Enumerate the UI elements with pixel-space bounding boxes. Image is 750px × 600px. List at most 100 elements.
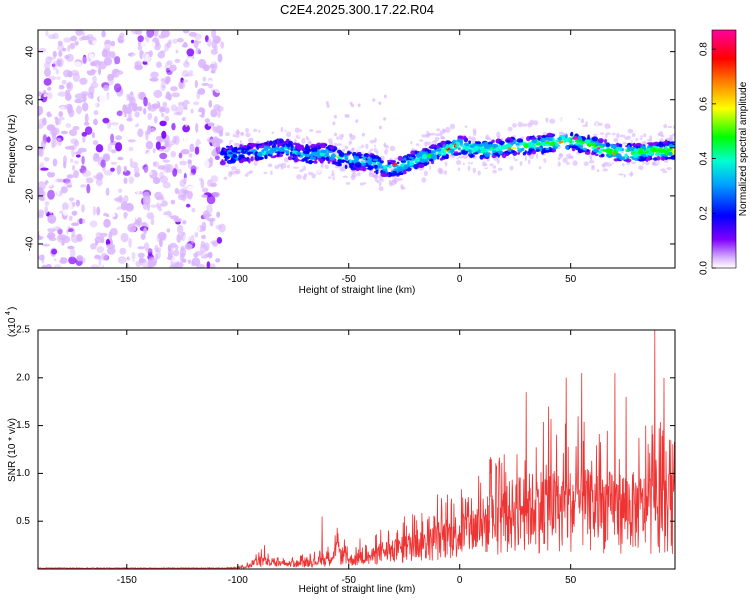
signal-halo-blob — [323, 136, 328, 141]
noise-blob — [198, 58, 207, 69]
noise-blob — [132, 116, 138, 126]
noise-blob — [177, 168, 183, 174]
signal-core-blob — [442, 144, 446, 148]
signal-halo-blob — [230, 140, 236, 144]
signal-core-blob — [305, 143, 309, 150]
noise-blob — [84, 113, 89, 123]
signal-halo-blob — [541, 160, 545, 164]
noise-blob — [81, 155, 85, 165]
signal-core-blob — [309, 153, 314, 157]
signal-core-blob — [658, 142, 664, 147]
noise-blob — [176, 233, 182, 243]
signal-halo-blob — [303, 173, 308, 177]
noise-blob — [64, 55, 70, 60]
signal-core-blob — [570, 133, 573, 137]
colorbar-tick-label: 0.2 — [699, 206, 710, 220]
signal-core-blob — [518, 142, 524, 146]
signal-halo-blob — [280, 162, 287, 169]
noise-blob — [167, 93, 172, 101]
noise-blob — [116, 110, 124, 117]
signal-halo-blob — [593, 133, 598, 136]
signal-streak-blob — [325, 101, 329, 105]
signal-core-blob — [221, 159, 224, 163]
signal-core-blob — [224, 158, 228, 162]
noise-blob — [108, 212, 116, 218]
noise-blob — [153, 161, 160, 168]
noise-blob — [150, 218, 155, 225]
signal-halo-blob — [359, 174, 362, 178]
noise-blob — [51, 40, 59, 47]
noise-blob — [190, 165, 197, 174]
noise-blob — [70, 35, 78, 42]
noise-blob — [173, 217, 182, 223]
signal-halo-blob — [350, 170, 357, 173]
signal-halo-blob — [383, 179, 387, 183]
signal-halo-blob — [624, 136, 628, 140]
signal-core-blob — [360, 160, 365, 164]
signal-core-blob — [667, 148, 673, 152]
noise-blob — [89, 220, 98, 228]
signal-halo-blob — [233, 142, 239, 147]
noise-blob — [58, 84, 65, 90]
noise-blob — [120, 232, 129, 243]
noise-blob — [71, 222, 80, 227]
noise-blob — [75, 177, 82, 181]
signal-halo-blob — [352, 139, 359, 143]
signal-halo-blob — [267, 163, 273, 168]
signal-halo-blob — [368, 150, 372, 154]
signal-core-blob — [409, 156, 415, 160]
noise-blob — [214, 37, 220, 44]
signal-halo-blob — [492, 165, 497, 169]
noise-blob — [130, 30, 140, 35]
signal-core-blob — [419, 158, 423, 162]
signal-core-blob — [332, 161, 338, 165]
signal-halo-blob — [378, 179, 385, 182]
noise-blob — [191, 208, 196, 213]
noise-blob — [150, 71, 159, 79]
signal-halo-blob — [443, 170, 448, 175]
noise-blob — [151, 127, 155, 132]
noise-blob — [171, 122, 176, 131]
signal-core-blob — [320, 149, 327, 154]
noise-blob — [148, 50, 153, 58]
snr-x-tick-label: 0 — [457, 575, 463, 586]
noise-blob — [103, 44, 112, 49]
signal-core-blob — [429, 158, 434, 162]
signal-halo-blob — [359, 182, 364, 186]
signal-halo-blob — [467, 165, 471, 172]
signal-core-blob — [327, 150, 333, 154]
signal-halo-blob — [276, 156, 281, 162]
signal-halo-blob — [301, 137, 306, 144]
signal-halo-blob — [519, 161, 523, 166]
noise-blob — [123, 165, 127, 173]
noise-blob — [164, 195, 170, 199]
signal-core-blob — [313, 160, 318, 164]
noise-blob — [201, 221, 207, 232]
noise-blob — [184, 78, 191, 88]
noise-blob — [93, 118, 98, 126]
noise-blob — [169, 264, 177, 268]
snr-y-tick-label: 0.5 — [16, 516, 30, 527]
signal-core-blob — [649, 147, 657, 151]
noise-blob — [200, 178, 205, 189]
noise-blob — [43, 78, 52, 86]
noise-blob — [90, 81, 99, 89]
noise-blob — [159, 238, 163, 248]
signal-halo-blob — [360, 141, 367, 146]
signal-core-blob — [235, 151, 241, 154]
noise-blob — [210, 175, 219, 183]
noise-blob — [106, 113, 115, 119]
noise-blob — [132, 104, 139, 112]
signal-halo-blob — [672, 133, 675, 137]
noise-blob — [173, 112, 182, 116]
noise-blob — [202, 76, 207, 82]
snr-y-axis-label: SNR (10 * v/v) — [7, 418, 18, 482]
signal-halo-blob — [496, 131, 501, 138]
signal-halo-blob — [228, 171, 233, 178]
signal-halo-blob — [640, 135, 643, 139]
noise-blob — [91, 131, 95, 139]
noise-blob — [193, 33, 202, 40]
noise-blob — [137, 128, 144, 138]
signal-core-blob — [392, 164, 400, 167]
